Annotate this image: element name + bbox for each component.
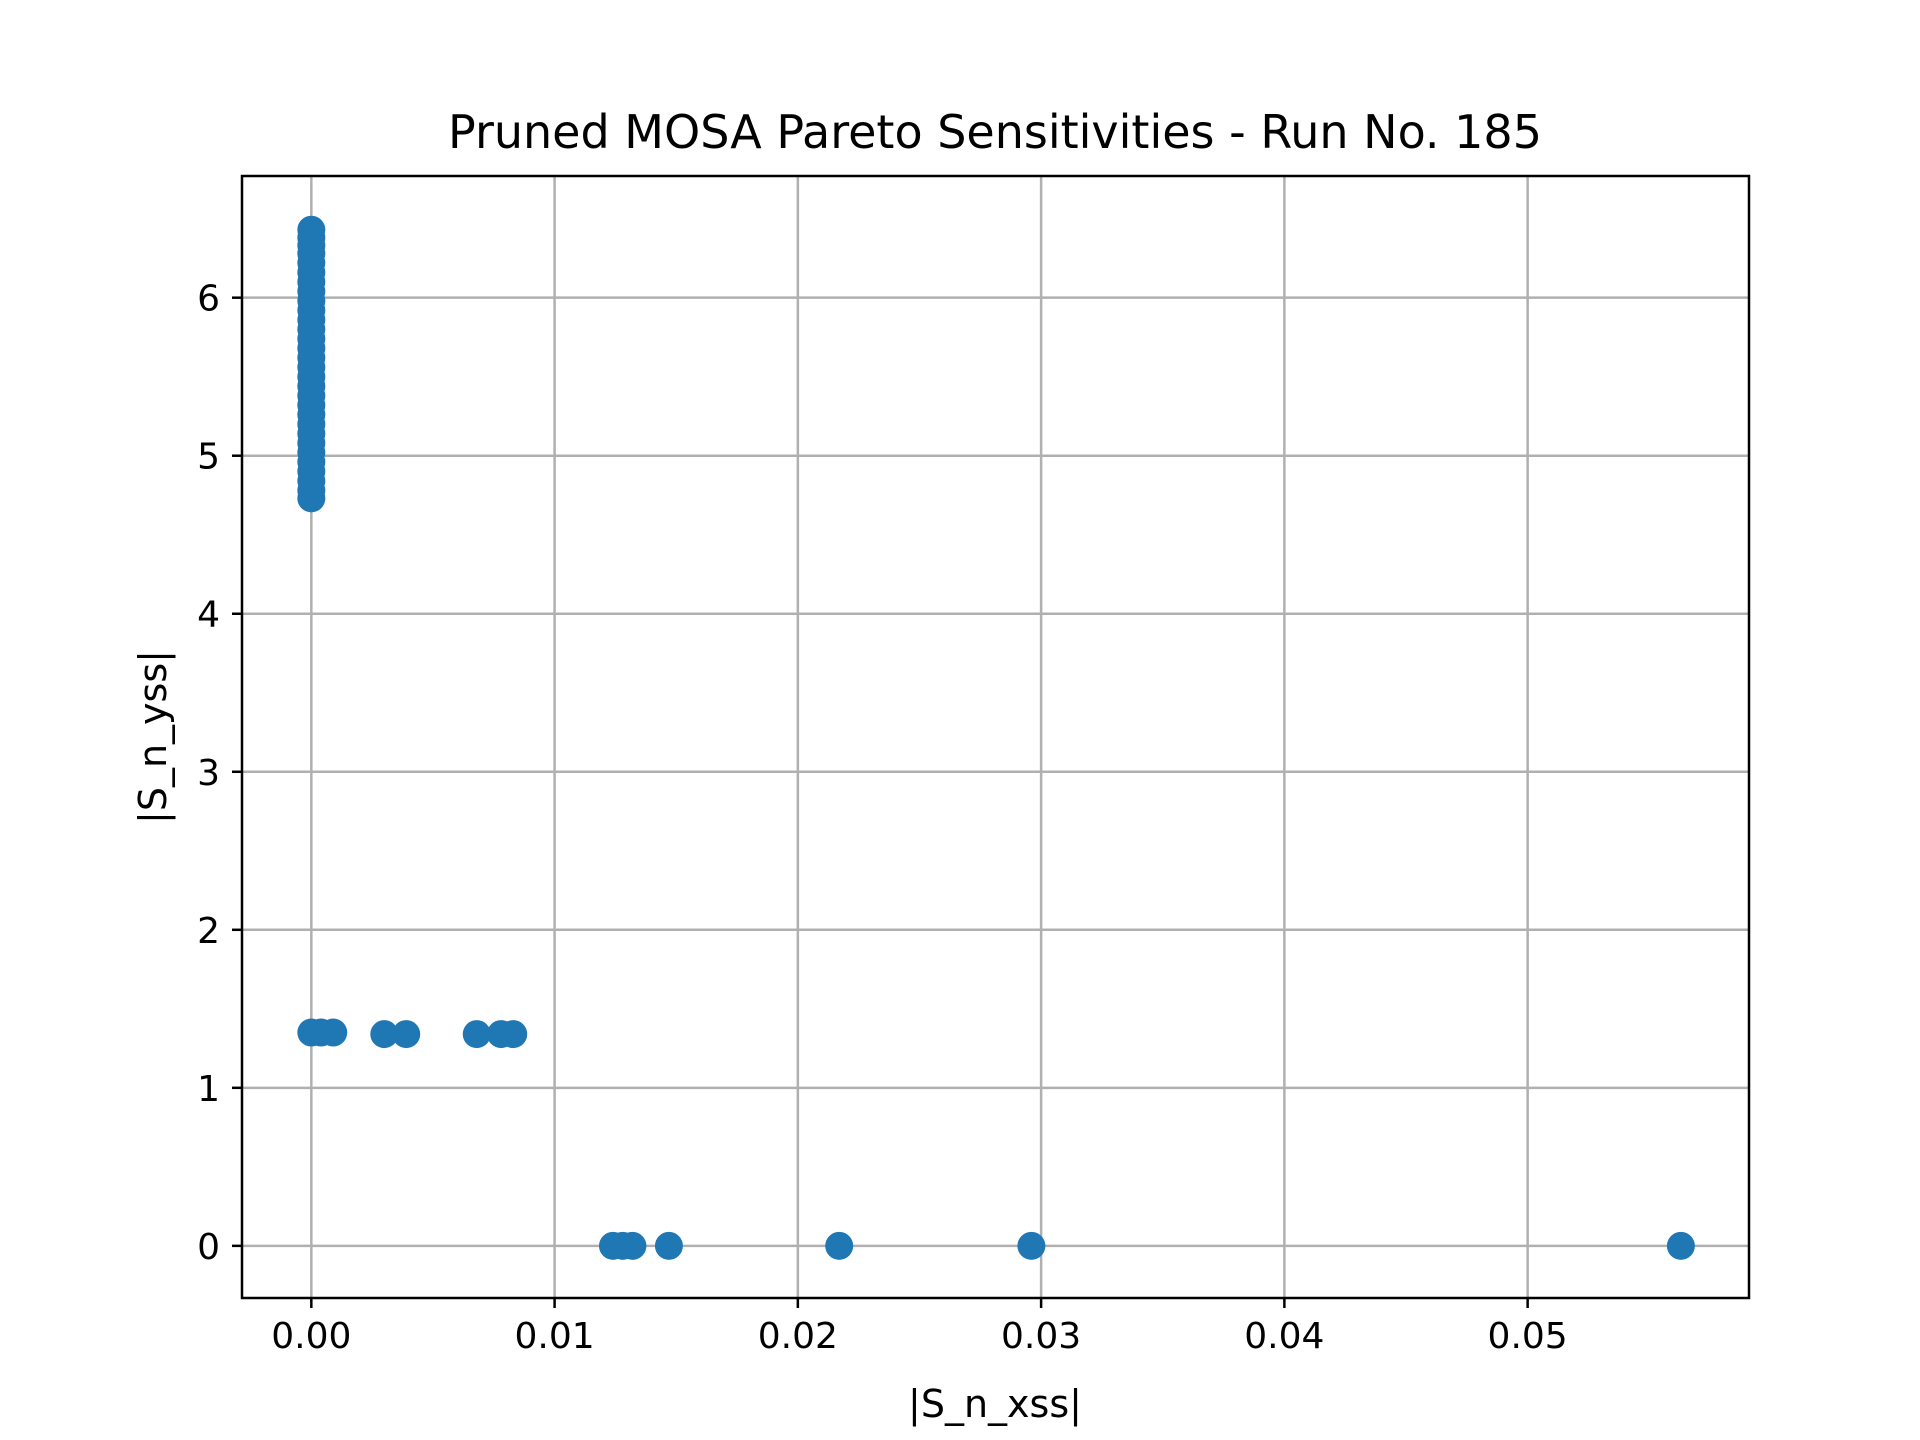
data-points [297, 215, 1695, 1260]
y-tick-label: 5 [197, 437, 220, 478]
y-tick-label: 1 [197, 1069, 220, 1110]
y-tick-label: 0 [197, 1227, 220, 1268]
data-point [499, 1020, 528, 1049]
x-tick-label: 0.01 [515, 1316, 595, 1357]
data-point [618, 1231, 647, 1260]
data-point [825, 1231, 854, 1260]
data-point [462, 1020, 491, 1049]
data-point [392, 1020, 421, 1049]
y-axis-label: |S_n_yss| [131, 650, 176, 824]
x-tick-label: 0.05 [1488, 1316, 1568, 1357]
x-tick-label: 0.03 [1001, 1316, 1081, 1357]
x-tick-label: 0.04 [1244, 1316, 1324, 1357]
y-tick-label: 2 [197, 911, 220, 952]
axis-ticks: 0.00 0.01 0.02 0.03 0.04 0.05 0 1 2 3 4 5 6 [197, 279, 1568, 1357]
plot-frame [240, 174, 1751, 1300]
data-point [1017, 1231, 1046, 1260]
x-tick-label: 0.02 [758, 1316, 838, 1357]
grid-lines [242, 176, 1749, 1298]
data-point [370, 1020, 399, 1049]
y-tick-label: 4 [197, 595, 220, 636]
x-axis-label: |S_n_xss| [908, 1382, 1082, 1427]
data-point [654, 1231, 683, 1260]
y-tick-label: 6 [197, 279, 220, 320]
x-tick-label: 0.00 [271, 1316, 351, 1357]
y-tick-label: 3 [197, 753, 220, 794]
data-point [1666, 1231, 1695, 1260]
data-point [319, 1018, 348, 1047]
chart-title: Pruned MOSA Pareto Sensitivities - Run N… [448, 105, 1542, 159]
data-point [297, 484, 326, 513]
